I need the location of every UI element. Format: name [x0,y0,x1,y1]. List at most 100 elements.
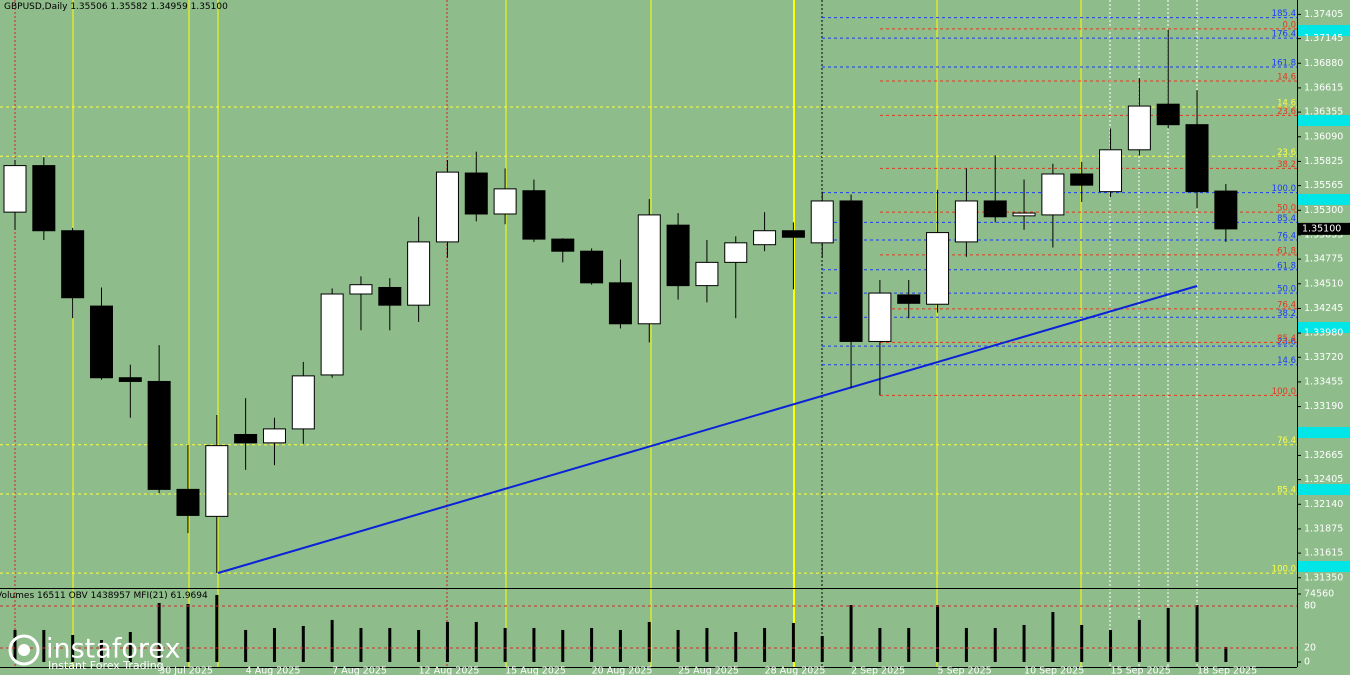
fib-label: 61.8 [1277,261,1296,271]
fib-label: 14.6 [1277,356,1296,366]
candle-body [89,305,113,379]
volume-bar [1051,612,1055,662]
candle-body [839,200,863,342]
y-tick-label: 1.31875 [1304,523,1343,534]
y-tick-label: 1.34775 [1304,254,1343,265]
volume-bar [71,635,75,662]
fib-label: 38.2 [1277,160,1296,170]
logo: instaforex Instant Forex Trading [8,634,180,672]
x-tick-label: 30 Jul 2025 [159,666,213,675]
candle-body [666,224,690,287]
axis-highlight [1298,115,1350,126]
fib-label: 100.0 [1272,387,1296,397]
candle-body [983,200,1007,218]
fib-label: 14.6 [1277,72,1296,82]
y-tick-label: 1.34510 [1304,278,1343,289]
volume-bar [474,621,478,662]
fib-label: 176.4 [1272,30,1296,40]
candle-body [32,165,56,232]
volume-bar [1109,629,1113,662]
volume-bar [763,627,767,662]
price-box [1298,222,1350,235]
candle-body [724,242,748,263]
y-tick-label: 1.33980 [1304,328,1343,339]
fibonacci-layer: 185.4 176.4 161.8 100.0 85.4 76.4 61.8 50.0 38.2… [0,9,1297,575]
volume-bar [1137,619,1141,662]
y-tick-label: 1.34245 [1304,303,1343,314]
volume-bar [561,629,565,662]
candle-body [493,188,517,215]
candle-body [1041,173,1065,216]
axis-highlight [1298,484,1350,495]
volume-bar [503,627,507,662]
volume-bar [676,629,680,662]
volume-bar [907,627,911,662]
volume-bar [590,627,594,662]
vertical-lines [14,0,1198,667]
fib-label: 23.6 [1277,148,1296,158]
y-tick-label: 1.35300 [1304,205,1343,216]
candle-body [637,214,661,325]
logo-icon [8,634,40,666]
x-tick-label: 20 Aug 2025 [592,666,653,675]
indicator-value: 16511 [37,591,66,601]
fib-label: 50.0 [1277,204,1296,214]
axis-highlight [1298,194,1350,205]
candles [3,29,1238,574]
volume-bar [215,594,219,662]
candle-body [1214,190,1238,230]
volume-bar [359,627,363,662]
candle-body [1185,124,1209,193]
axis-highlights [1298,25,1350,572]
candle-body [1070,173,1094,186]
candle-body [608,282,632,325]
candle-body [234,433,258,444]
y-tick-label: 1.36090 [1304,131,1343,142]
axis-highlight [1298,561,1350,572]
volume-bar [705,627,709,662]
volume-bar [244,629,248,662]
ohlc-low: 1.34959 [151,2,188,12]
volume-bar [647,621,651,662]
indicator-name: Volumes [0,591,34,601]
volume-bar [13,629,17,662]
fib-label: 161.8 [1272,58,1296,68]
candle-body [954,200,978,243]
fib-label: 76.4 [1277,300,1296,310]
y-tick-label: 1.35035 [1304,229,1343,240]
ohlc-high: 1.35582 [110,2,147,12]
candle-body [868,292,892,342]
fib-label: 50.0 [1277,285,1296,295]
logo-name: instaforex [46,634,180,665]
indicator-value: 61.9694 [171,591,208,601]
y-tick-label: 1.37145 [1304,33,1343,44]
fib-label: 185.4 [1272,9,1296,19]
volume-bar [1080,624,1084,662]
fib-label: 100.0 [1272,565,1296,575]
x-tick-label: 25 Aug 2025 [678,666,739,675]
volume-bar [272,627,276,662]
y-tick-label: 1.31350 [1304,572,1343,583]
candle-body [580,250,604,284]
candle-body [435,171,459,243]
ohlc-close: 1.35100 [191,2,228,12]
y-tick-label: 1.36880 [1304,58,1343,69]
volume-bar [99,640,103,662]
fib-label: 61.8 [1277,246,1296,256]
candle-body [61,230,85,299]
candle-body [176,488,200,516]
logo-icon [18,644,30,656]
symbol: GBPUSD,Daily [4,2,68,12]
volume-bar [849,604,853,662]
fib-label: 14.6 [1277,98,1296,108]
volume-bar [734,631,738,662]
indicator-value: 1438957 [91,591,131,601]
indicator-header: Volumes 16511 OBV 1438957 MFI(21) 61.969… [0,591,208,601]
volume-bar [1022,624,1026,662]
ohlc-open: 1.35506 [70,2,107,12]
x-tick-label: 2 Sep 2025 [851,666,905,675]
candle-body [407,241,431,306]
indicator-name: MFI(21) [134,591,168,601]
